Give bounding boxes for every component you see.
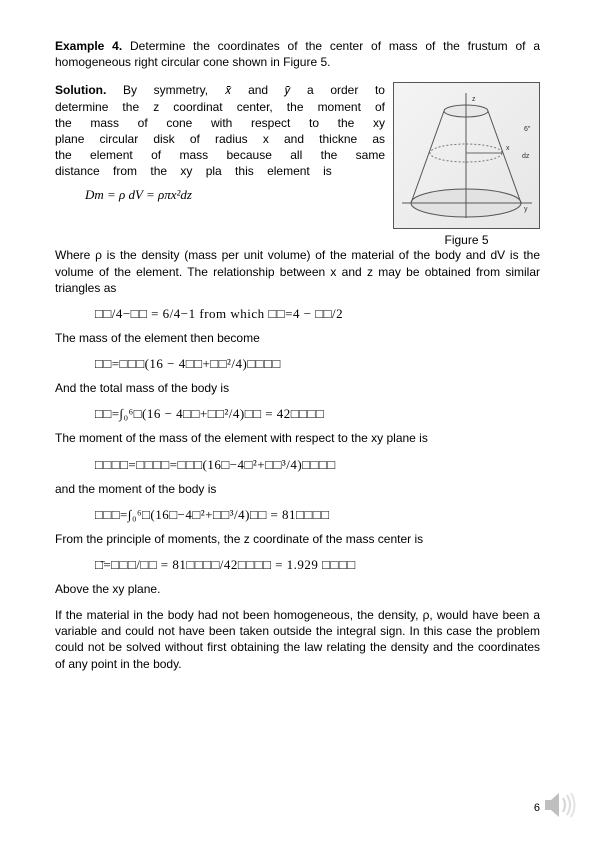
page-number: 6	[534, 802, 540, 814]
formula-zbar: □̄=□□□/□□ = 81□□□□/42□□□□ = 1.929 □□□□	[95, 557, 540, 573]
example-label: Example 4.	[55, 39, 122, 53]
para-moment-body: and the moment of the body is	[55, 481, 540, 497]
para-above-xy: Above the xy plane.	[55, 581, 540, 597]
svg-text:dz: dz	[522, 153, 530, 160]
svg-text:6″: 6″	[524, 126, 531, 133]
formula-moment-element: □□□□=□□□□=□□□(16□−4□²+□□³/4)□□□□	[95, 457, 540, 473]
svg-text:z: z	[472, 96, 476, 103]
solution-row: Solution. By symmetry, 𝑥̄ and 𝑦̄ a order…	[55, 82, 540, 247]
svg-text:x: x	[506, 145, 510, 152]
para-moment-element: The moment of the mass of the element wi…	[55, 430, 540, 446]
para-where: Where ρ is the density (mass per unit vo…	[55, 247, 540, 296]
para-mass-element: The mass of the element then become	[55, 330, 540, 346]
formula-mass-element: □□=□□□(16 − 4□□+□□²/4)□□□□	[95, 356, 540, 372]
formula-moment-body: □□□=∫₀⁶□(16□−4□²+□□³/4)□□ = 81□□□□	[95, 507, 540, 523]
para-total-mass: And the total mass of the body is	[55, 380, 540, 396]
example-heading: Example 4. Determine the coordinates of …	[55, 38, 540, 70]
svg-text:y: y	[524, 206, 528, 213]
solution-label: Solution.	[55, 83, 106, 97]
figure-caption: Figure 5	[393, 233, 540, 247]
formula-dm: Dm = ρ dV = ρπx²dz	[85, 186, 385, 205]
figure-5-image: z y x dz 6″	[393, 82, 540, 229]
solution-body: By symmetry, 𝑥̄ and 𝑦̄ a order to determ…	[55, 83, 385, 178]
figure-5-box: z y x dz 6″ Figure 5	[393, 82, 540, 247]
para-principle: From the principle of moments, the z coo…	[55, 531, 540, 547]
formula-triangles: □□/4−□□ = 6/4−1 from which □□=4 − □□/2	[95, 306, 540, 322]
solution-text-block: Solution. By symmetry, 𝑥̄ and 𝑦̄ a order…	[55, 82, 385, 214]
formula-total-mass: □□=∫₀⁶□(16 − 4□□+□□²/4)□□ = 42□□□□	[95, 406, 540, 422]
para-homogeneous-note: If the material in the body had not been…	[55, 607, 540, 672]
example-text: Determine the coordinates of the center …	[55, 39, 540, 69]
speaker-icon	[543, 790, 577, 820]
